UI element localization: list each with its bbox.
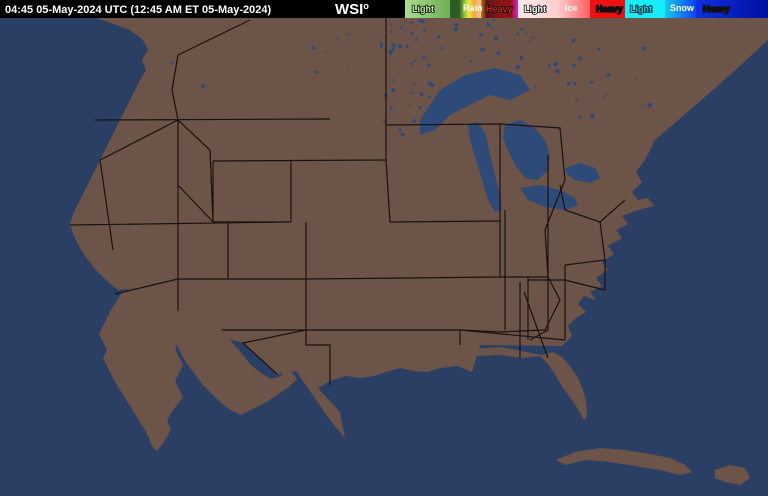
svg-text:Heavy: Heavy [596, 4, 623, 14]
svg-text:Light: Light [630, 4, 652, 14]
svg-text:Light: Light [524, 4, 546, 14]
svg-text:Ice: Ice [565, 3, 578, 13]
svg-text:Rain: Rain [463, 3, 483, 13]
svg-text:Heavy: Heavy [486, 4, 513, 14]
svg-text:Light: Light [412, 4, 434, 14]
svg-text:Snow: Snow [670, 3, 695, 13]
svg-text:Heavy: Heavy [703, 4, 730, 14]
svg-text:04:45 05-May-2024 UTC (12:45: 04:45 05-May-2024 UTC (12:45 AM ET 05-Ma… [5, 4, 271, 16]
